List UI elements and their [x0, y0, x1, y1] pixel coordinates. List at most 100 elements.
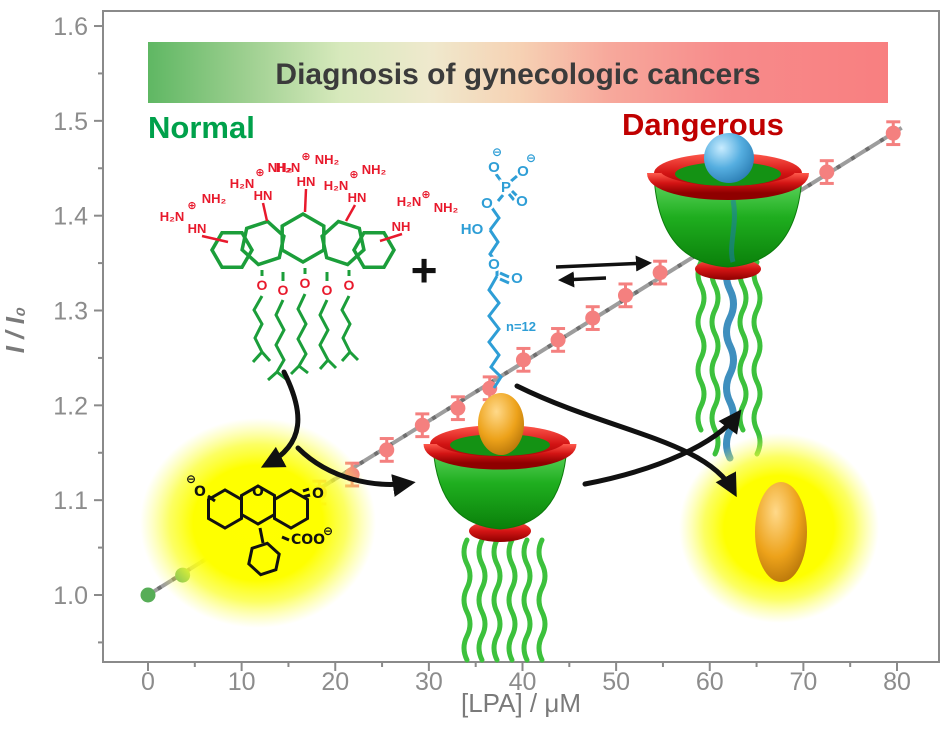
released-dye — [679, 433, 879, 623]
y-tick-label: 1.0 — [53, 582, 88, 610]
x-tick-label: 10 — [228, 668, 256, 696]
plot-axes: 0 10 20 30 40 50 60 70 80 1.0 1.1 1.2 1.3 1.4 1.5 1.6 — [53, 10, 940, 696]
carbonyl-oxygen-label: O — [511, 270, 523, 287]
phosphorus-label: P — [501, 179, 511, 196]
data-point — [885, 125, 901, 141]
y-tick-label: 1.3 — [53, 298, 88, 326]
tail — [491, 537, 503, 663]
oxygen-label: O — [481, 195, 493, 212]
y-tick-label: 1.4 — [53, 203, 88, 231]
x-tick-label: 30 — [415, 668, 443, 696]
tail — [751, 259, 763, 457]
data-point — [617, 287, 633, 303]
equilibrium-arrows — [555, 255, 653, 288]
data-point — [515, 352, 531, 368]
svg-text:NH: NH — [392, 219, 411, 234]
arrow-calixarene-to-dye — [260, 369, 301, 468]
x-tick-label: 40 — [509, 668, 537, 696]
reverse-arrow-icon — [557, 271, 607, 288]
plot-frame — [102, 10, 940, 663]
svg-text:NH₂: NH₂ — [268, 160, 293, 175]
y-tick-label: 1.6 — [53, 13, 88, 41]
arrow-complex-to-released-dye — [514, 383, 737, 498]
x-tick-label: 50 — [602, 668, 630, 696]
data-point — [414, 417, 430, 433]
alkyl-chains — [251, 293, 360, 382]
tail — [476, 537, 488, 663]
tail — [506, 537, 518, 663]
benzene-ring — [320, 219, 366, 267]
svg-text:NH₂: NH₂ — [434, 200, 459, 215]
o-label: O — [300, 275, 311, 291]
data-point — [379, 442, 395, 458]
rim-front — [423, 442, 577, 470]
svg-text:H₂N: H₂N — [397, 194, 422, 209]
cup-body — [653, 175, 803, 268]
svg-text:H₂N: H₂N — [324, 178, 349, 193]
benzene-ring — [273, 488, 309, 530]
data-point — [585, 310, 601, 326]
phenol-oxygens: O O O O O — [257, 275, 355, 298]
svg-text:HN: HN — [254, 188, 273, 203]
benzene-ring — [247, 541, 281, 577]
data-point — [482, 380, 498, 396]
reaction-arrows — [260, 369, 742, 498]
minus-charge-icon: ⊖ — [526, 151, 536, 165]
tail — [536, 537, 548, 663]
banner-gradient-bar — [148, 42, 888, 103]
tail — [695, 259, 707, 433]
guanidinium-group: H₂N ⊕ NH₂ HN — [276, 151, 340, 213]
complex-with-dye — [423, 393, 577, 663]
o-label: O — [257, 277, 268, 293]
x-tick-label: 80 — [883, 668, 911, 696]
benzene-ring — [209, 230, 255, 270]
x-tick-label: 0 — [141, 668, 155, 696]
lpa-bonds — [487, 173, 520, 389]
oxygen-label: O — [516, 193, 528, 210]
svg-text:HN: HN — [297, 174, 316, 189]
calixarene-rings — [209, 211, 397, 270]
ring-oxygen-bonds — [260, 268, 351, 281]
xanthene-rings — [207, 484, 309, 577]
fluorescein-structure: O O ⊖ O COO ⊖ — [140, 418, 376, 628]
carboxylate-label: COO — [291, 532, 325, 548]
svg-text:⊕: ⊕ — [349, 169, 358, 181]
svg-text:HN: HN — [188, 221, 207, 236]
y-tick-label: 1.2 — [53, 392, 88, 420]
dangerous-label: Dangerous — [622, 107, 784, 142]
svg-text:HN: HN — [348, 190, 367, 205]
arrow-dye-to-complex — [295, 445, 416, 497]
phenolate-oxygen-label: O — [194, 484, 206, 500]
plus-sign: + — [411, 244, 438, 296]
y-tick-label: 1.1 — [53, 487, 88, 515]
oxygen-label: O — [517, 163, 529, 180]
tail — [461, 537, 473, 663]
tail — [521, 537, 533, 663]
ether-oxygen-label: O — [252, 484, 264, 500]
y-axis-label: I / I₀ — [0, 307, 30, 353]
banner-title: Diagnosis of gynecologic cancers — [275, 58, 760, 91]
svg-text:NH₂: NH₂ — [202, 191, 227, 206]
svg-text:H₂N: H₂N — [276, 160, 301, 175]
oxygen-label: O — [488, 159, 500, 176]
minus-charge-icon: ⊖ — [186, 472, 196, 486]
x-tick-label: 70 — [789, 668, 817, 696]
svg-text:⊕: ⊕ — [187, 200, 196, 212]
tail — [737, 259, 749, 433]
data-point — [140, 587, 156, 603]
guanidinium-group: H₂N ⊕ NH₂ HN — [160, 191, 229, 244]
minus-charge-icon: ⊖ — [323, 524, 333, 538]
bound-dye-ellipsoid — [478, 393, 524, 455]
rim-front — [647, 171, 809, 200]
free-dye-ellipsoid — [755, 482, 807, 582]
lpa-structure: P O O O O ⊖ ⊖ HO O O n=12 — [458, 143, 539, 389]
data-point — [652, 265, 668, 281]
data-point — [550, 332, 566, 348]
svg-text:NH₂: NH₂ — [362, 162, 387, 177]
complex-with-lpa — [647, 133, 809, 462]
banner: Diagnosis of gynecologic cancers — [148, 42, 888, 103]
benzene-ring — [351, 230, 397, 270]
svg-text:NH₂: NH₂ — [315, 152, 340, 167]
guanidinium-group: H₂N ⊕ NH₂ HN — [324, 162, 387, 222]
